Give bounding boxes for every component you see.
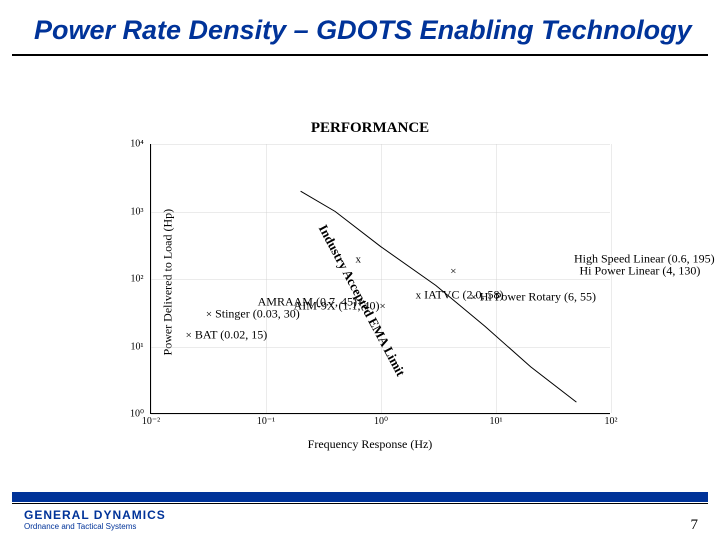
data-point: x High Speed Linear (0.6, 195) <box>355 252 714 267</box>
data-point: x IATVC (2.0, 58) <box>416 287 504 302</box>
title-rule <box>12 54 708 56</box>
limit-curve <box>151 144 611 414</box>
x-tick-label: 10² <box>605 416 618 427</box>
performance-chart: PERFORMANCE Power Delivered to Load (Hp)… <box>90 120 650 460</box>
y-tick-label: 10⁴ <box>130 139 144 150</box>
point-label: IATVC (2.0, 58) <box>424 287 503 301</box>
chart-title: PERFORMANCE <box>90 120 650 137</box>
gd-logo: GENERAL DYNAMICS Ordnance and Tactical S… <box>24 508 166 531</box>
point-marker: × <box>186 329 192 341</box>
company-name: GENERAL DYNAMICS <box>24 508 166 522</box>
accent-bar <box>12 492 708 502</box>
y-tick-label: 10¹ <box>131 341 144 352</box>
x-tick-label: 10⁻¹ <box>257 416 275 427</box>
page-number: 7 <box>691 517 699 534</box>
point-marker: x <box>355 254 361 266</box>
accent-underline <box>12 503 708 504</box>
division-name: Ordnance and Tactical Systems <box>24 522 166 531</box>
plot-area: 10⁻²10⁻¹10⁰10¹10²10⁰10¹10²10³10⁴Industry… <box>150 144 610 414</box>
page-title: Power Rate Density – GDOTS Enabling Tech… <box>0 0 720 52</box>
point-marker: × <box>450 266 456 278</box>
x-tick-label: 10⁻² <box>142 416 160 427</box>
point-marker: × <box>206 309 212 321</box>
y-tick-label: 10² <box>131 274 144 285</box>
point-marker: × <box>357 297 363 309</box>
point-marker: × <box>380 300 386 312</box>
x-tick-label: 10¹ <box>490 416 503 427</box>
point-label: Stinger (0.03, 30) <box>215 307 300 321</box>
data-point: × BAT (0.02, 15) <box>186 327 268 342</box>
footer: GENERAL DYNAMICS Ordnance and Tactical S… <box>0 492 720 540</box>
point-marker: x <box>416 289 422 301</box>
grid-h <box>151 414 610 415</box>
y-tick-label: 10⁰ <box>130 409 144 420</box>
x-axis-label: Frequency Response (Hz) <box>90 437 650 452</box>
data-point: × Stinger (0.03, 30) <box>206 307 300 322</box>
x-tick-label: 10⁰ <box>374 416 388 427</box>
point-label: BAT (0.02, 15) <box>195 327 267 341</box>
y-tick-label: 10³ <box>131 206 144 217</box>
point-label: High Speed Linear (0.6, 195) <box>364 252 715 266</box>
